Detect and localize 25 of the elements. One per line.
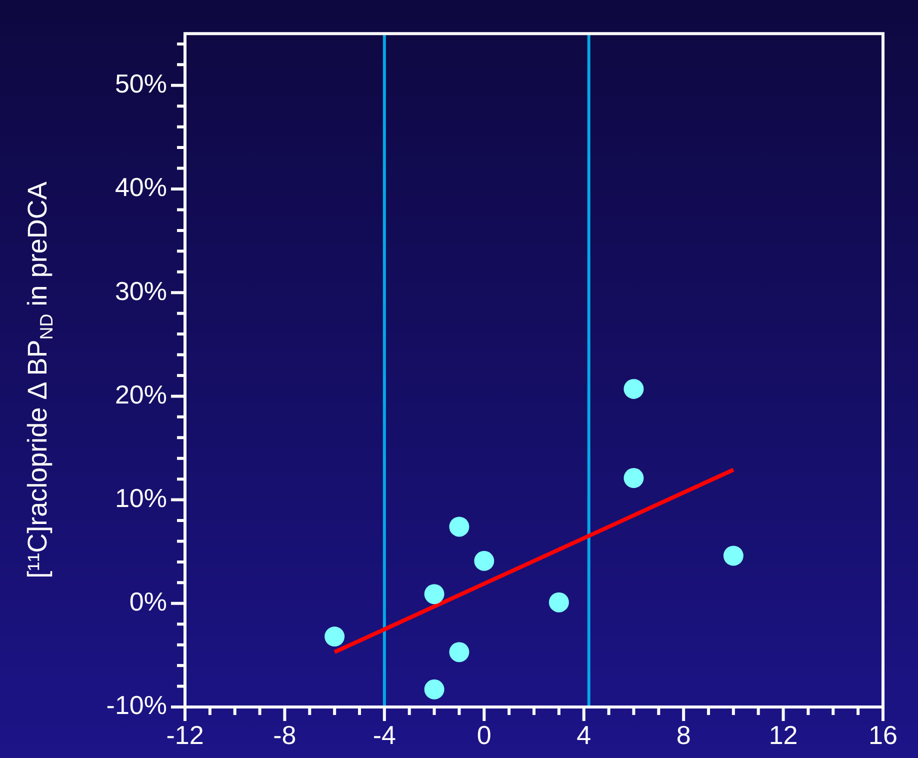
x-tick-label: 16 xyxy=(868,720,898,750)
point xyxy=(449,642,470,662)
point xyxy=(723,546,744,566)
y-tick-label: 50% xyxy=(114,68,167,99)
point xyxy=(449,516,470,537)
point xyxy=(324,626,345,647)
x-tick-label: 8 xyxy=(676,720,691,750)
point xyxy=(548,592,569,612)
y-tick-label: 20% xyxy=(114,379,167,410)
point xyxy=(624,378,644,399)
y-tick-label: 0% xyxy=(129,586,167,617)
x-tick-label: 12 xyxy=(768,720,798,750)
point xyxy=(474,550,494,571)
point xyxy=(424,679,444,700)
y-tick-label: 40% xyxy=(114,172,167,202)
x-tick-label: -4 xyxy=(372,720,396,750)
x-tick-label: -12 xyxy=(166,720,204,750)
x-tick-label: -8 xyxy=(273,720,296,750)
x-tick-label: 0 xyxy=(476,720,492,750)
x-tick-label: 4 xyxy=(576,720,592,750)
point xyxy=(624,468,644,488)
y-tick-label: 10% xyxy=(114,482,167,513)
y-tick-label: 30% xyxy=(114,276,167,306)
point xyxy=(424,584,444,604)
y-tick-label: -10% xyxy=(106,690,167,720)
